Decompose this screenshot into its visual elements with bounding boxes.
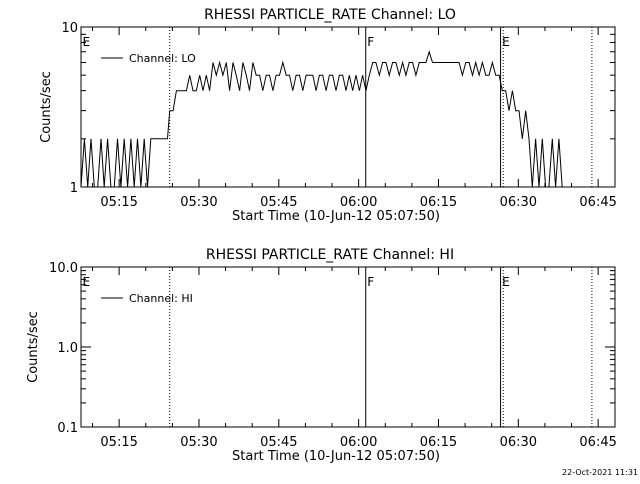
event-marker-label: E (83, 35, 91, 49)
panel-hi-channel: RHESSI PARTICLE_RATE Channel: HI 05:15 05:… (26, 247, 617, 464)
y-axis-label: Counts/sec (26, 311, 41, 383)
x-tick-label: 05:30 (180, 195, 217, 210)
event-marker-label: E (502, 35, 510, 49)
legend-label: Channel: LO (129, 52, 196, 65)
chart-title: RHESSI PARTICLE_RATE Channel: HI (206, 247, 454, 263)
x-axis-label: Start Time (10-Jun-12 05:07:50) (232, 209, 440, 224)
series-line-lo (80, 50, 563, 188)
x-tick-label: 06:45 (579, 435, 616, 450)
x-tick-label: 06:00 (340, 435, 377, 450)
y-tick-label: 10.0 (49, 261, 78, 276)
x-tick-label: 06:45 (579, 195, 616, 210)
y-tick-label: 0.1 (57, 421, 78, 436)
plot-frame (80, 26, 616, 188)
event-marker-label: F (367, 275, 374, 289)
x-axis-label: Start Time (10-Jun-12 05:07:50) (232, 449, 440, 464)
event-marker-label: E (83, 275, 91, 289)
x-tick-label: 05:30 (180, 435, 217, 450)
x-tick-label: 05:15 (100, 195, 137, 210)
y-tick-label: 1 (70, 181, 78, 196)
x-tick-label: 06:00 (340, 195, 377, 210)
plot-frame (80, 266, 616, 428)
y-tick-label: 10 (61, 21, 78, 36)
event-marker-label: E (502, 275, 510, 289)
x-tick-label: 05:45 (260, 195, 297, 210)
panel-lo-channel: RHESSI PARTICLE_RATE Channel: LO 05:15 05:… (39, 7, 617, 224)
x-tick-label: 06:15 (420, 435, 457, 450)
plot-timestamp: 22-Oct-2021 11:31 (562, 468, 638, 477)
y-axis-label: Counts/sec (39, 71, 54, 143)
x-tick-label: 06:30 (500, 195, 537, 210)
x-tick-label: 06:30 (500, 435, 537, 450)
x-tick-label: 05:15 (100, 435, 137, 450)
legend-label: Channel: HI (129, 292, 193, 305)
event-marker-label: F (367, 35, 374, 49)
y-tick-label: 1.0 (57, 341, 78, 356)
chart-title: RHESSI PARTICLE_RATE Channel: LO (204, 7, 456, 23)
x-tick-label: 05:45 (260, 435, 297, 450)
x-tick-label: 06:15 (420, 195, 457, 210)
